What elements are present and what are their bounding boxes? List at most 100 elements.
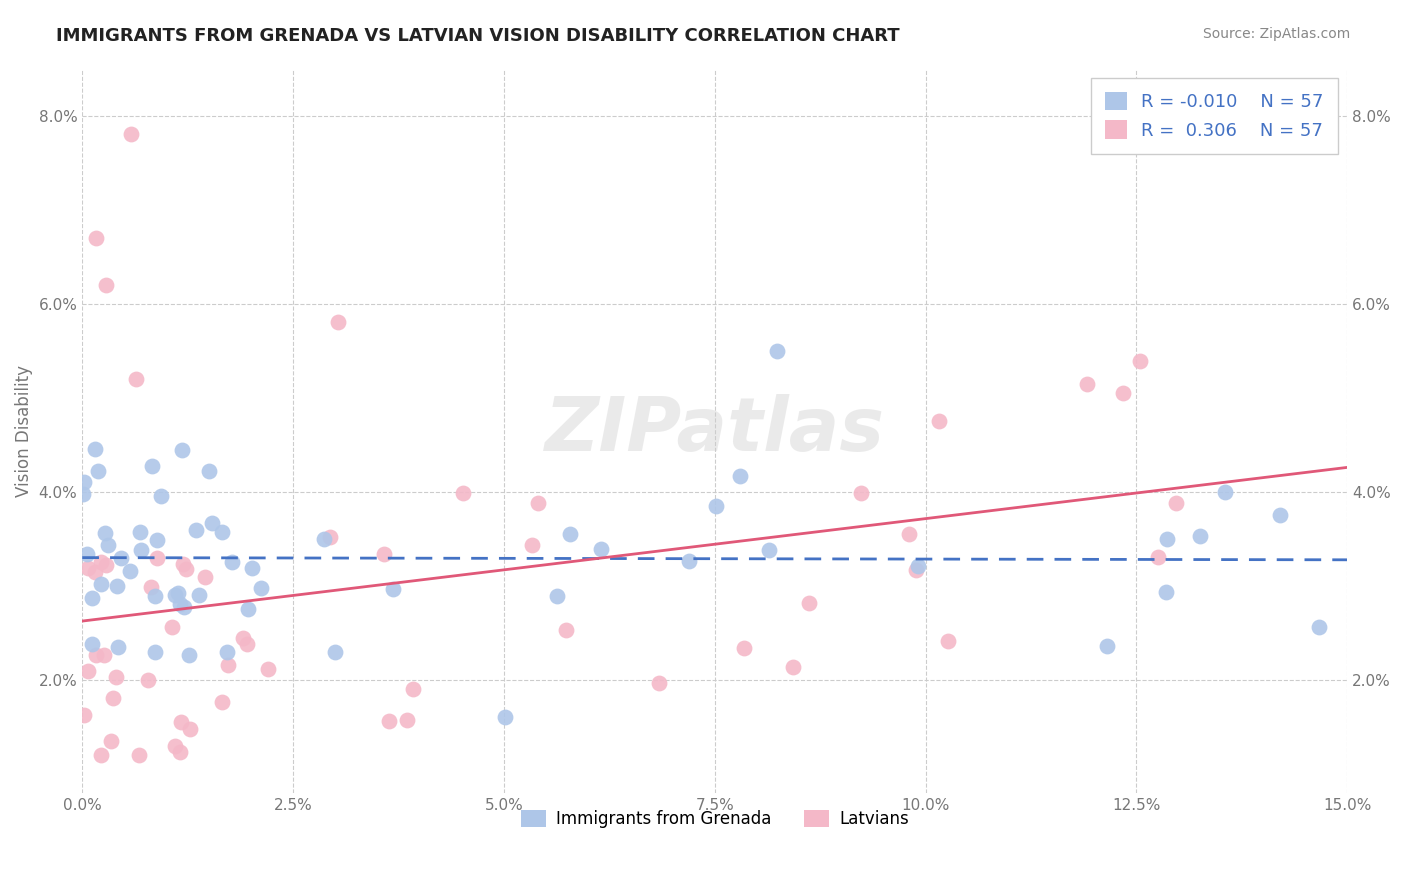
Point (1268, 508, 1291, 523)
Point (240, 561, 263, 575)
Point (558, 527, 581, 541)
Point (80, 637, 103, 651)
Point (1308, 619, 1330, 633)
Point (84, 231, 107, 245)
Point (162, 619, 184, 633)
Point (799, 596, 821, 610)
Point (678, 553, 700, 567)
Point (377, 714, 399, 728)
Point (328, 315, 350, 329)
Point (172, 558, 194, 572)
Point (150, 489, 173, 503)
Point (169, 597, 191, 611)
Point (84, 648, 107, 663)
Point (87, 464, 110, 478)
Point (143, 645, 166, 659)
Point (907, 558, 929, 573)
Point (194, 569, 217, 583)
Point (395, 713, 418, 727)
Point (232, 632, 254, 646)
Point (72, 486, 94, 500)
Point (100, 734, 122, 748)
Point (453, 486, 475, 500)
Point (936, 634, 959, 648)
Point (105, 579, 128, 593)
Point (373, 547, 395, 561)
Legend: Immigrants from Grenada, Latvians: Immigrants from Grenada, Latvians (513, 804, 915, 835)
Point (211, 524, 233, 539)
Point (221, 555, 243, 569)
Point (555, 623, 578, 637)
Point (546, 589, 568, 603)
Point (526, 496, 548, 510)
Point (704, 499, 727, 513)
Text: ZIPatlas: ZIPatlas (544, 394, 884, 467)
Point (139, 580, 162, 594)
Point (143, 589, 166, 603)
Point (174, 562, 197, 576)
Point (758, 543, 780, 558)
Point (782, 660, 804, 674)
Point (256, 662, 278, 676)
Point (80, 591, 103, 605)
Point (217, 657, 239, 672)
Point (733, 640, 755, 655)
Point (179, 722, 201, 736)
Point (184, 523, 207, 537)
Point (118, 564, 141, 578)
Point (165, 589, 187, 603)
Point (173, 599, 195, 614)
Point (402, 681, 425, 696)
Point (129, 543, 152, 558)
Point (849, 485, 872, 500)
Point (146, 533, 169, 548)
Point (167, 586, 190, 600)
Point (198, 464, 221, 478)
Point (73, 708, 96, 723)
Point (83, 442, 105, 457)
Point (1156, 532, 1178, 546)
Point (1129, 354, 1152, 368)
Point (728, 469, 751, 483)
Point (120, 128, 142, 142)
Point (928, 414, 950, 428)
Point (319, 530, 342, 544)
Point (1154, 585, 1177, 599)
Point (1147, 549, 1170, 564)
Point (128, 524, 150, 539)
Point (170, 714, 193, 729)
Point (211, 694, 233, 708)
Point (1076, 376, 1098, 391)
Text: IMMIGRANTS FROM GRENADA VS LATVIAN VISION DISABILITY CORRELATION CHART: IMMIGRANTS FROM GRENADA VS LATVIAN VISIO… (56, 27, 900, 45)
Point (77, 665, 100, 679)
Point (90, 576, 112, 591)
Point (1166, 496, 1188, 510)
Point (1188, 529, 1211, 543)
Point (97, 538, 120, 552)
Point (1095, 640, 1118, 654)
Point (73, 475, 96, 490)
Point (84, 565, 107, 579)
Point (904, 563, 927, 577)
Point (76, 547, 98, 561)
Y-axis label: Vision Disability: Vision Disability (15, 365, 32, 497)
Point (897, 527, 920, 541)
Point (90, 555, 112, 569)
Point (250, 581, 273, 595)
Point (125, 372, 148, 386)
Text: Source: ZipAtlas.com: Source: ZipAtlas.com (1202, 27, 1350, 41)
Point (138, 673, 160, 688)
Point (90, 747, 112, 762)
Point (94, 277, 117, 292)
Point (314, 532, 336, 546)
Point (381, 582, 404, 597)
Point (1112, 385, 1135, 400)
Point (163, 739, 186, 754)
Point (141, 458, 163, 473)
Point (323, 645, 346, 659)
Point (236, 601, 259, 615)
Point (110, 551, 132, 566)
Point (236, 637, 259, 651)
Point (522, 538, 544, 552)
Point (494, 710, 516, 724)
